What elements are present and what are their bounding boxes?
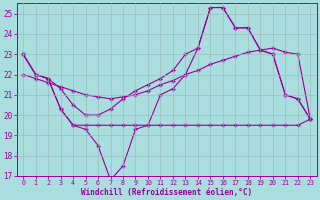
- X-axis label: Windchill (Refroidissement éolien,°C): Windchill (Refroidissement éolien,°C): [81, 188, 252, 197]
